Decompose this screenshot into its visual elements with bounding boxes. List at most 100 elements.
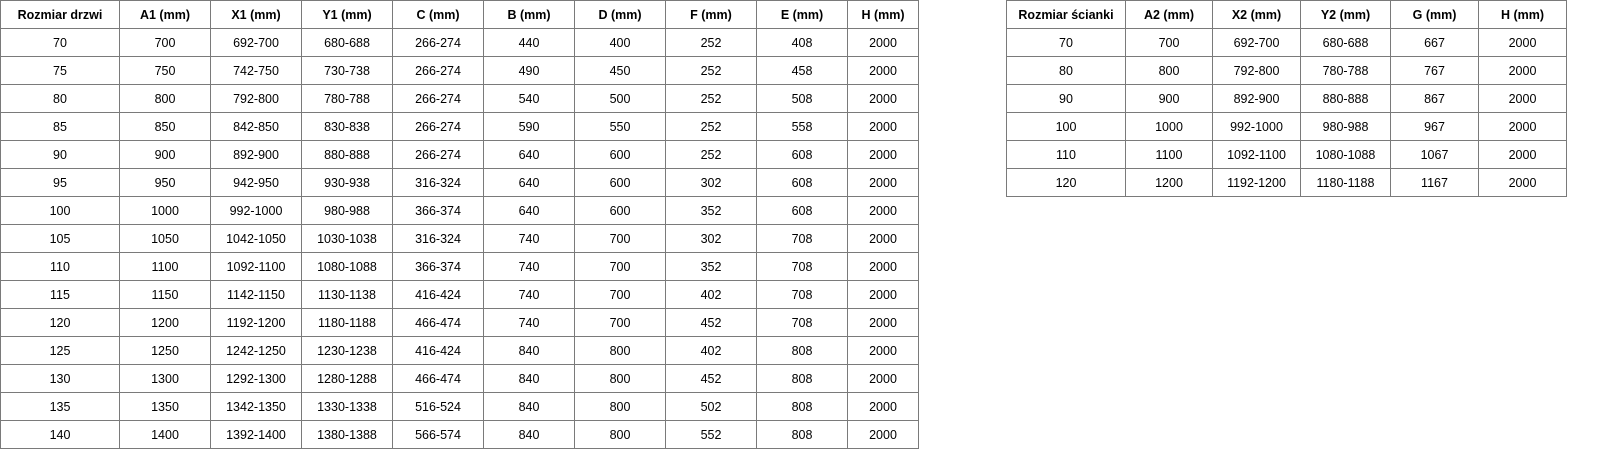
table-cell: 352 (665, 196, 757, 225)
table-cell: 2000 (847, 420, 919, 449)
table-cell: 800 (574, 392, 666, 421)
table-cell: 1380-1388 (301, 420, 393, 449)
table-cell: 550 (574, 112, 666, 141)
table-cell: 608 (756, 196, 848, 225)
table-cell: 402 (665, 336, 757, 365)
table-row: 135 1350 1342-1350 1330-1338 516-524 840 800 50… (0, 392, 919, 421)
table-cell: 80 (1006, 56, 1126, 85)
table-cell: 1100 (119, 252, 211, 281)
table-cell: 266-274 (392, 84, 484, 113)
column-header: X1 (mm) (210, 0, 302, 29)
table-cell: 1000 (119, 196, 211, 225)
table-cell: 608 (756, 168, 848, 197)
table-cell: 700 (119, 28, 211, 57)
table-cell: 1130-1138 (301, 280, 393, 309)
table-cell: 2000 (847, 336, 919, 365)
table-row: 90 900 892-900 880-888 867 2000 (1006, 84, 1567, 113)
table-cell: 452 (665, 308, 757, 337)
table-cell: 740 (483, 224, 575, 253)
table-cell: 992-1000 (1212, 112, 1301, 141)
table-cell: 452 (665, 364, 757, 393)
table-cell: 692-700 (1212, 28, 1301, 57)
table-cell: 2000 (847, 224, 919, 253)
table-cell: 1192-1200 (1212, 168, 1301, 197)
table-cell: 700 (574, 252, 666, 281)
table-cell: 1180-1188 (301, 308, 393, 337)
table-row: 70 700 692-700 680-688 266-274 440 400 252 408 20… (0, 28, 919, 57)
table-cell: 466-474 (392, 308, 484, 337)
table-cell: 700 (574, 308, 666, 337)
table-cell: 1167 (1390, 168, 1479, 197)
table-cell: 708 (756, 308, 848, 337)
table-cell: 266-274 (392, 28, 484, 57)
table-cell: 680-688 (1300, 28, 1391, 57)
table-cell: 1100 (1125, 140, 1213, 169)
table-cell: 2000 (847, 308, 919, 337)
table-cell: 730-738 (301, 56, 393, 85)
column-header: B (mm) (483, 0, 575, 29)
table-cell: 700 (1125, 28, 1213, 57)
table-cell: 1092-1100 (1212, 140, 1301, 169)
column-header: D (mm) (574, 0, 666, 29)
table-cell: 490 (483, 56, 575, 85)
table-cell: 590 (483, 112, 575, 141)
column-header: Rozmiar ścianki (1006, 0, 1126, 29)
table-cell: 302 (665, 168, 757, 197)
column-header: H (mm) (847, 0, 919, 29)
table-cell: 830-838 (301, 112, 393, 141)
table-cell: 252 (665, 112, 757, 141)
table-cell: 750 (119, 56, 211, 85)
table-cell: 85 (0, 112, 120, 141)
table-cell: 105 (0, 224, 120, 253)
table-cell: 980-988 (1300, 112, 1391, 141)
table-cell: 967 (1390, 112, 1479, 141)
table-cell: 95 (0, 168, 120, 197)
table-cell: 2000 (1478, 84, 1567, 113)
table-cell: 1350 (119, 392, 211, 421)
table-cell: 100 (0, 196, 120, 225)
table-cell: 552 (665, 420, 757, 449)
table-cell: 125 (0, 336, 120, 365)
table-row: 125 1250 1242-1250 1230-1238 416-424 840 800 40… (0, 336, 919, 365)
table-cell: 400 (574, 28, 666, 57)
table-cell: 316-324 (392, 224, 484, 253)
table-row: 75 750 742-750 730-738 266-274 490 450 252 458 20… (0, 56, 919, 85)
column-header: Y2 (mm) (1300, 0, 1391, 29)
table-cell: 70 (0, 28, 120, 57)
table-cell: 2000 (847, 84, 919, 113)
table-cell: 130 (0, 364, 120, 393)
table-cell: 792-800 (210, 84, 302, 113)
table-cell: 892-900 (210, 140, 302, 169)
table-cell: 840 (483, 420, 575, 449)
table-cell: 842-850 (210, 112, 302, 141)
table-cell: 808 (756, 420, 848, 449)
table-row: 85 850 842-850 830-838 266-274 590 550 252 558 20… (0, 112, 919, 141)
table-cell: 352 (665, 252, 757, 281)
table-cell: 708 (756, 224, 848, 253)
table-cell: 680-688 (301, 28, 393, 57)
table-cell: 780-788 (1300, 56, 1391, 85)
table-cell: 1067 (1390, 140, 1479, 169)
table-row: 70 700 692-700 680-688 667 2000 (1006, 28, 1567, 57)
table-cell: 1330-1338 (301, 392, 393, 421)
table-cell: 808 (756, 392, 848, 421)
column-header: Y1 (mm) (301, 0, 393, 29)
table-cell: 252 (665, 84, 757, 113)
column-header: Rozmiar drzwi (0, 0, 120, 29)
table-cell: 502 (665, 392, 757, 421)
table-cell: 850 (119, 112, 211, 141)
table-cell: 110 (1006, 140, 1126, 169)
column-header: H (mm) (1478, 0, 1567, 29)
table-cell: 792-800 (1212, 56, 1301, 85)
table-cell: 140 (0, 420, 120, 449)
table-row: 80 800 792-800 780-788 767 2000 (1006, 56, 1567, 85)
table-cell: 767 (1390, 56, 1479, 85)
table-cell: 2000 (847, 28, 919, 57)
column-header: C (mm) (392, 0, 484, 29)
table-cell: 252 (665, 28, 757, 57)
table-cell: 110 (0, 252, 120, 281)
table-cell: 800 (574, 336, 666, 365)
table-cell: 1250 (119, 336, 211, 365)
table-cell: 600 (574, 140, 666, 169)
table-cell: 780-788 (301, 84, 393, 113)
